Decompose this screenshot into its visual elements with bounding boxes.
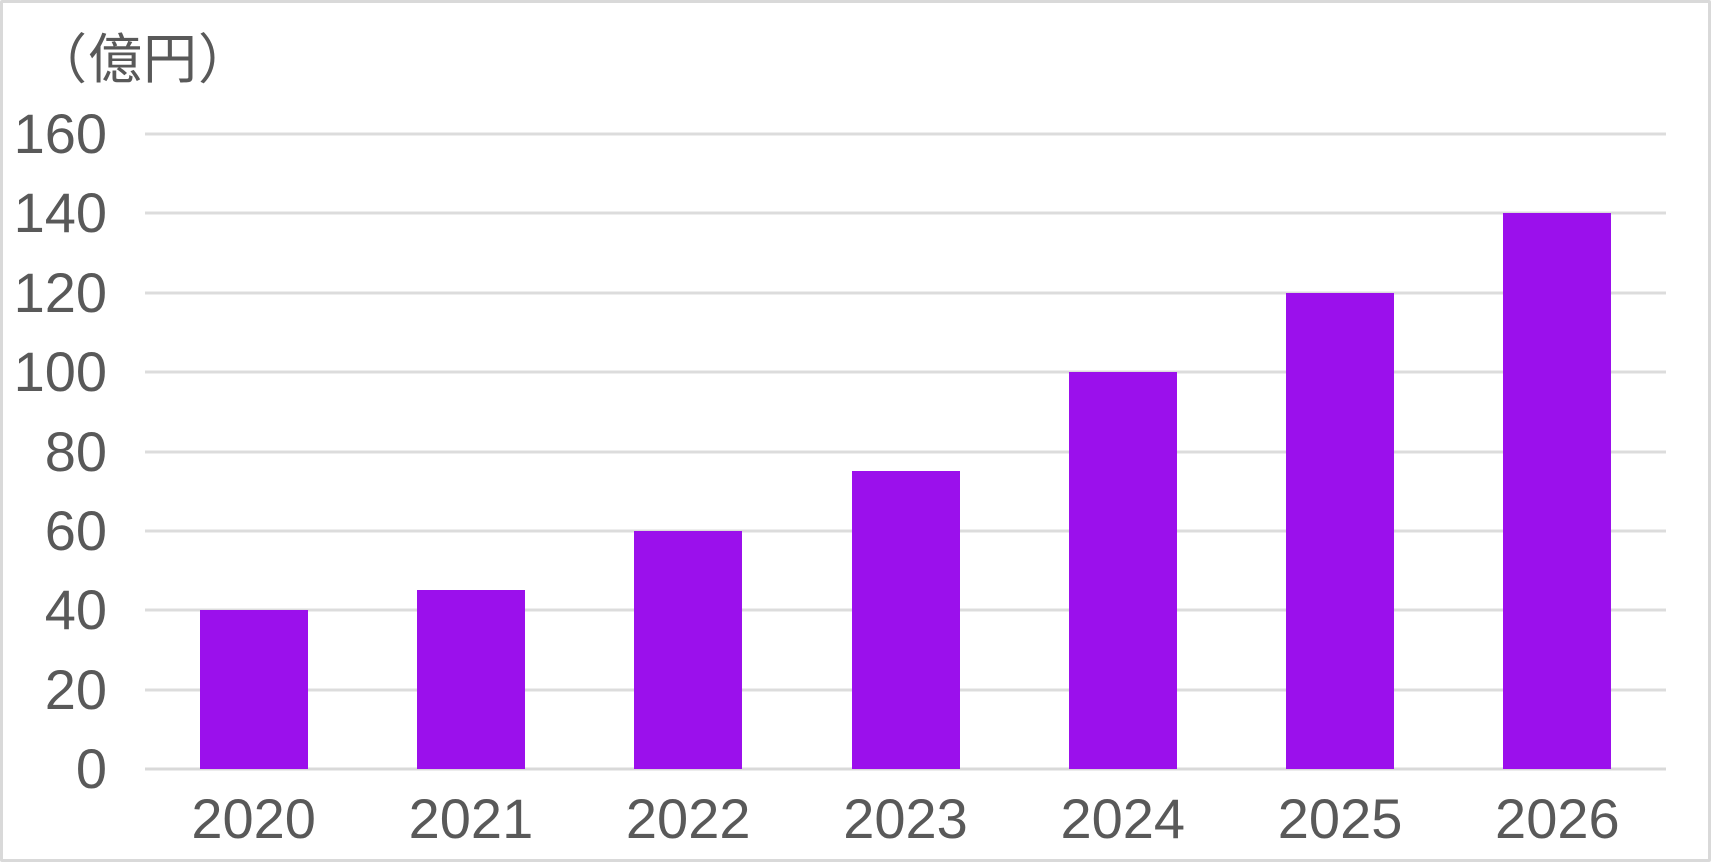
x-axis-tick-label: 2021 xyxy=(408,787,534,850)
y-axis-tick-label: 60 xyxy=(44,498,107,562)
y-axis-tick-label: 40 xyxy=(44,578,107,642)
y-axis-tick-label: 140 xyxy=(13,181,107,245)
bar-2026 xyxy=(1503,213,1612,769)
bar-2020 xyxy=(199,610,308,769)
gridline-y-120 xyxy=(145,291,1666,295)
bar-2022 xyxy=(634,530,743,769)
gridline-y-0 xyxy=(145,767,1666,771)
y-axis-tick-label: 160 xyxy=(13,102,107,165)
x-axis-tick-label: 2025 xyxy=(1277,787,1403,850)
gridline-y-140 xyxy=(145,211,1666,215)
y-axis-tick-label: 0 xyxy=(75,737,107,800)
y-axis-tick-label: 80 xyxy=(44,419,107,483)
x-axis-tick-label: 2024 xyxy=(1060,787,1186,850)
gridline-y-160 xyxy=(145,132,1666,136)
plot-area: 0 20 40 60 80 100 120 140 160 2020 2021 2022 2023 202… xyxy=(3,3,1708,859)
bar-2024 xyxy=(1068,372,1177,769)
x-axis-tick-label: 2022 xyxy=(625,787,751,850)
y-axis-tick-label: 100 xyxy=(13,340,107,404)
x-axis-tick-label: 2026 xyxy=(1495,787,1620,850)
y-axis-tick-label: 20 xyxy=(44,657,107,721)
bar-2023 xyxy=(851,471,960,769)
y-axis-unit-label: （億円） xyxy=(33,30,253,90)
bar-2021 xyxy=(416,590,525,769)
x-axis-tick-label: 2020 xyxy=(191,787,316,850)
gridline-y-100 xyxy=(145,370,1666,374)
bar-2025 xyxy=(1286,292,1395,769)
y-axis-tick-label: 120 xyxy=(13,260,107,324)
x-axis-tick-label: 2023 xyxy=(843,787,968,850)
gridline-y-80 xyxy=(145,450,1666,453)
